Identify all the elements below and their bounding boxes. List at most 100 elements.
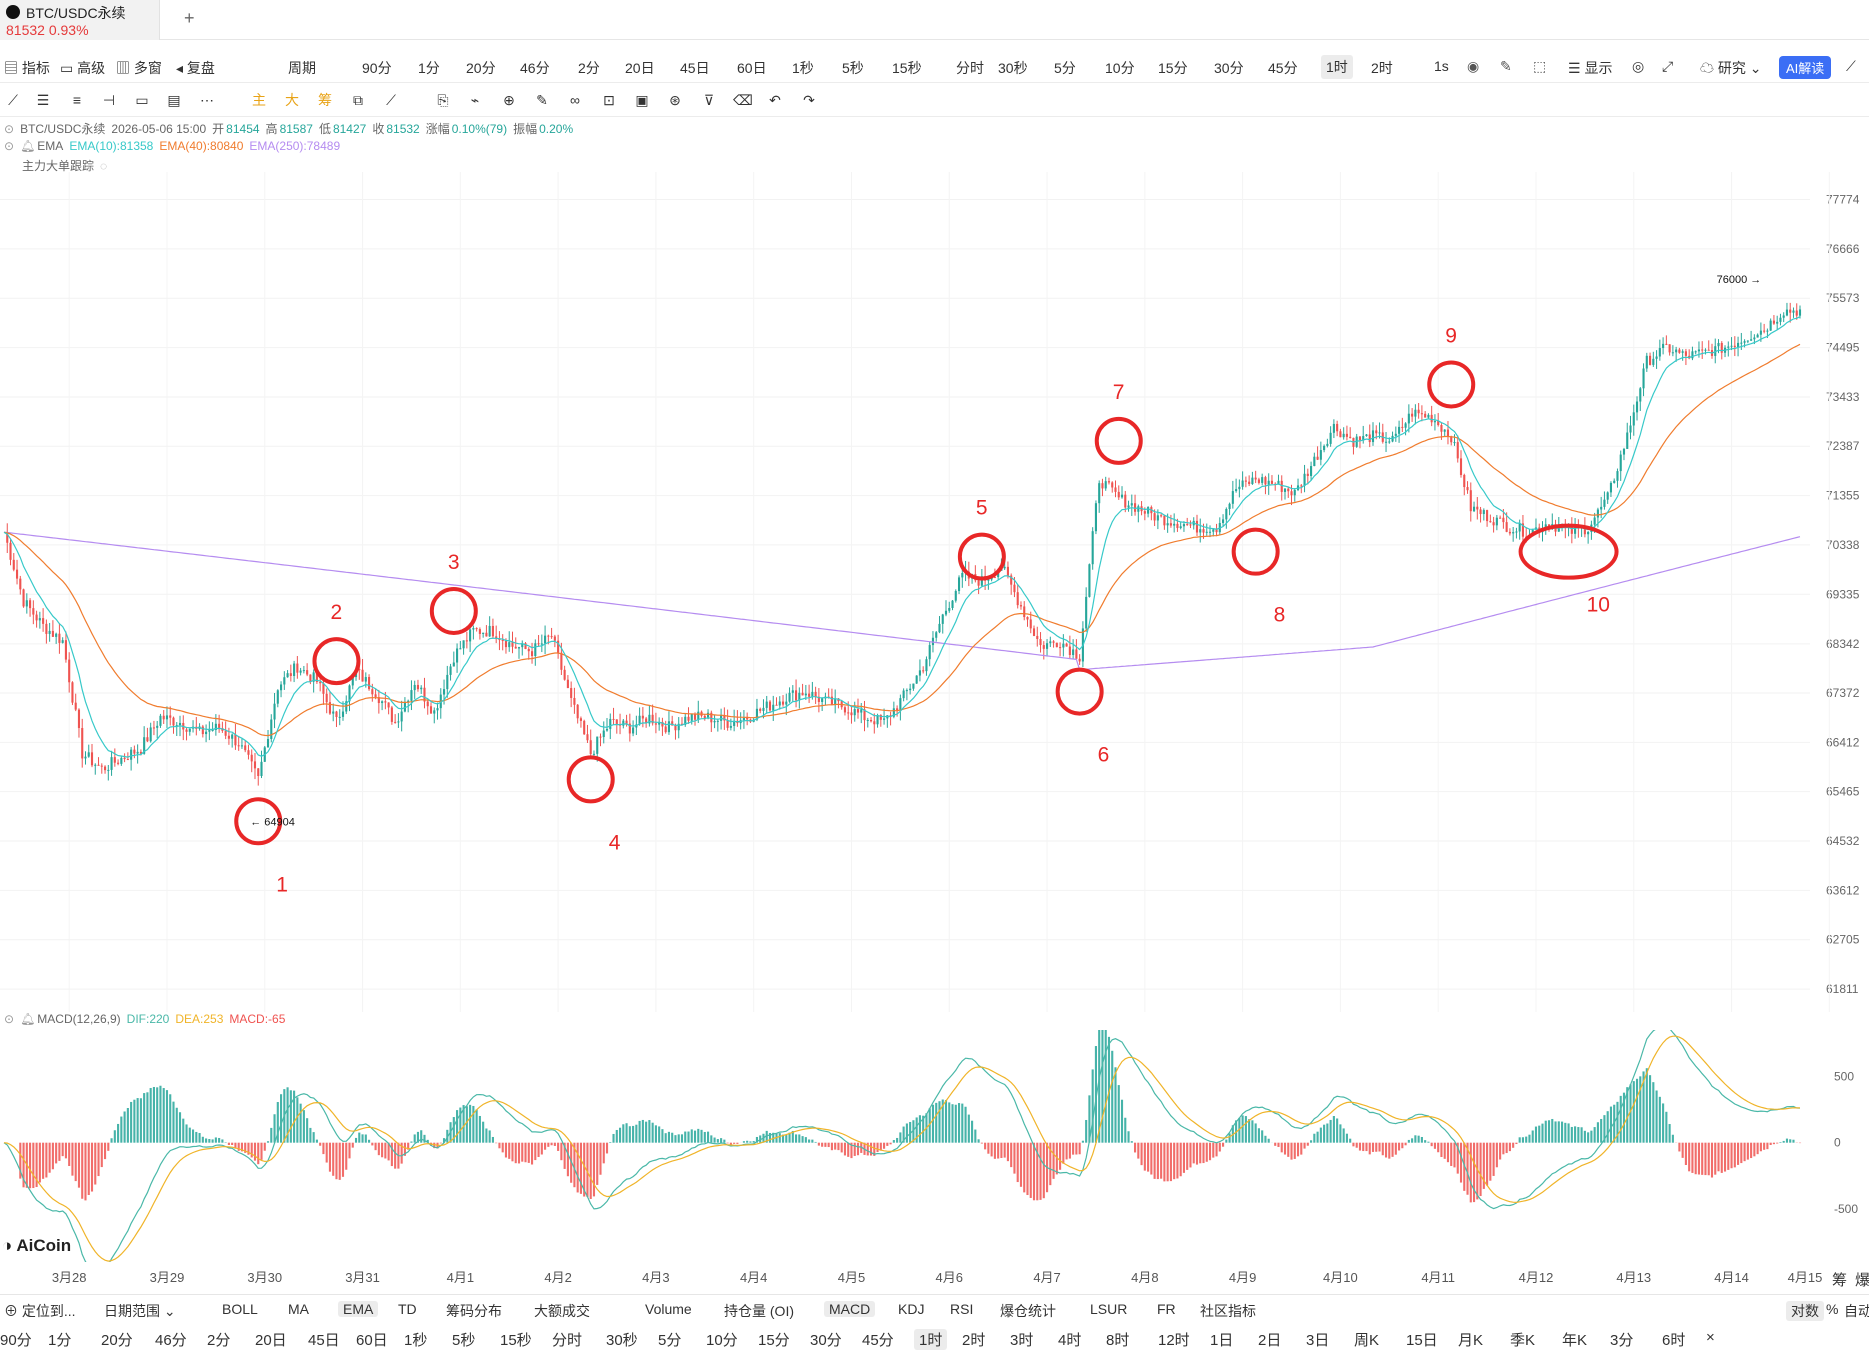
redo-icon[interactable]: ↷ bbox=[803, 92, 815, 108]
macd-chart[interactable]: 500 0 -500 bbox=[0, 1030, 1869, 1262]
ai-button[interactable]: AI解读 bbox=[1779, 56, 1832, 79]
bottom-period-29[interactable]: 月K bbox=[1458, 1332, 1484, 1349]
bottom-period-19[interactable]: 2时 bbox=[962, 1332, 986, 1349]
indicator-18[interactable]: % bbox=[1826, 1301, 1839, 1317]
period-17[interactable]: 45分 bbox=[1268, 60, 1298, 76]
indicator-12[interactable]: RSI bbox=[950, 1301, 974, 1317]
hlines2-icon[interactable]: ≡ bbox=[72, 92, 82, 108]
bottom-period-1[interactable]: 1分 bbox=[48, 1332, 72, 1349]
trash-icon[interactable]: ⌫ bbox=[733, 92, 753, 108]
collapse-icon[interactable]: ⊙ bbox=[4, 1012, 15, 1026]
hlines-icon[interactable]: ☰ bbox=[36, 92, 50, 108]
liq-label[interactable]: 爆 bbox=[1855, 1272, 1869, 1289]
bottom-period-32[interactable]: 3分 bbox=[1610, 1332, 1634, 1349]
period-19[interactable]: 2时 bbox=[1371, 60, 1393, 76]
ray-icon[interactable]: ⊣ bbox=[102, 92, 116, 108]
bottom-period-0[interactable]: 90分 bbox=[0, 1332, 32, 1349]
interval-1s[interactable]: 1s bbox=[1434, 58, 1449, 74]
period-7[interactable]: 60日 bbox=[737, 60, 767, 76]
lock-icon[interactable]: ⊡ bbox=[603, 92, 615, 108]
period-4[interactable]: 2分 bbox=[578, 60, 600, 76]
toolbar-0[interactable]: ▤ 指标 bbox=[4, 60, 50, 76]
period-16[interactable]: 30分 bbox=[1214, 60, 1244, 76]
bottom-period-21[interactable]: 4时 bbox=[1058, 1332, 1082, 1349]
bottom-period-5[interactable]: 20日 bbox=[255, 1332, 287, 1349]
period-18[interactable]: 1时 bbox=[1321, 55, 1353, 79]
collapse-icon[interactable]: ⊙ bbox=[4, 122, 15, 136]
bottom-period-26[interactable]: 3日 bbox=[1306, 1332, 1330, 1349]
indicator-8[interactable]: Volume bbox=[645, 1301, 692, 1317]
bottom-period-8[interactable]: 1秒 bbox=[404, 1332, 428, 1349]
measure-icon[interactable]: ⧉ bbox=[353, 92, 363, 108]
display-button[interactable]: ☰ 显示 bbox=[1568, 60, 1613, 76]
filter-icon[interactable]: ⊽ bbox=[703, 92, 715, 108]
add-tab-icon[interactable]: + bbox=[184, 8, 195, 28]
period-2[interactable]: 20分 bbox=[466, 60, 496, 76]
indicator-5[interactable]: TD bbox=[398, 1301, 417, 1317]
bottom-period-11[interactable]: 分时 bbox=[552, 1332, 583, 1349]
indicator-15[interactable]: FR bbox=[1157, 1301, 1176, 1317]
bottom-period-6[interactable]: 45日 bbox=[308, 1332, 340, 1349]
overlay-1[interactable]: 大 bbox=[285, 92, 299, 108]
bottom-period-13[interactable]: 5分 bbox=[658, 1332, 682, 1349]
bottom-period-15[interactable]: 15分 bbox=[758, 1332, 790, 1349]
bottom-period-27[interactable]: 周K bbox=[1354, 1332, 1380, 1349]
indicator-17[interactable]: 对数 bbox=[1786, 1301, 1824, 1321]
research-button[interactable]: ☁ 研究 ⌄ bbox=[1700, 60, 1762, 76]
indicator-1[interactable]: 日期范围 ⌄ bbox=[104, 1303, 176, 1319]
period-12[interactable]: 30秒 bbox=[998, 60, 1028, 76]
period-13[interactable]: 5分 bbox=[1054, 60, 1076, 76]
magnet-icon[interactable]: ∞ bbox=[570, 92, 580, 108]
collapse-icon[interactable]: ⊙ bbox=[4, 139, 15, 153]
indicator-7[interactable]: 大额成交 bbox=[534, 1303, 590, 1319]
toolbar-2[interactable]: ▥ 多窗 bbox=[116, 60, 162, 76]
chip-label[interactable]: 筹 bbox=[1832, 1272, 1848, 1289]
period-9[interactable]: 5秒 bbox=[842, 60, 864, 76]
brush-icon[interactable]: ⟋ bbox=[386, 92, 396, 108]
period-6[interactable]: 45日 bbox=[680, 60, 710, 76]
bottom-period-18[interactable]: 1时 bbox=[914, 1329, 948, 1350]
eye-icon[interactable]: ⊛ bbox=[669, 92, 681, 108]
period-15[interactable]: 15分 bbox=[1158, 60, 1188, 76]
indicator-11[interactable]: KDJ bbox=[898, 1301, 925, 1317]
marker-icon[interactable]: ✎ bbox=[536, 92, 548, 108]
tag-icon[interactable]: ⌁ bbox=[470, 92, 480, 108]
symbol-tab[interactable]: BTC/USDC永续 81532 0.93% bbox=[0, 0, 160, 40]
bottom-period-25[interactable]: 2日 bbox=[1258, 1332, 1282, 1349]
bottom-period-2[interactable]: 20分 bbox=[101, 1332, 133, 1349]
toolbar-3[interactable]: ◂ 复盘 bbox=[176, 60, 215, 76]
period-1[interactable]: 1分 bbox=[418, 60, 440, 76]
bottom-period-10[interactable]: 15秒 bbox=[500, 1332, 532, 1349]
camera-icon[interactable]: ◉ bbox=[1467, 58, 1480, 74]
bottom-period-17[interactable]: 45分 bbox=[862, 1332, 894, 1349]
bottom-period-28[interactable]: 15日 bbox=[1406, 1332, 1438, 1349]
bottom-period-23[interactable]: 12时 bbox=[1158, 1332, 1190, 1349]
expand-icon[interactable]: ⬚ bbox=[1533, 58, 1547, 74]
zoom-icon[interactable]: ⊕ bbox=[503, 92, 515, 108]
indicator-6[interactable]: 筹码分布 bbox=[446, 1303, 502, 1319]
copy-icon[interactable]: ⎘ bbox=[437, 92, 449, 108]
bottom-period-4[interactable]: 2分 bbox=[207, 1332, 231, 1349]
indicator-13[interactable]: 爆仓统计 bbox=[1000, 1303, 1056, 1319]
indicator-10[interactable]: MACD bbox=[824, 1301, 876, 1317]
period-10[interactable]: 15秒 bbox=[892, 60, 922, 76]
indicator-16[interactable]: 社区指标 bbox=[1200, 1303, 1256, 1319]
overlay-2[interactable]: 筹 bbox=[318, 92, 332, 108]
bottom-period-34[interactable]: × bbox=[1706, 1329, 1715, 1346]
bottom-period-16[interactable]: 30分 bbox=[810, 1332, 842, 1349]
settings-icon[interactable]: ◎ bbox=[1632, 58, 1645, 74]
indicator-19[interactable]: 自动 bbox=[1844, 1303, 1869, 1319]
indicator-4[interactable]: EMA bbox=[338, 1301, 379, 1317]
period-0[interactable]: 90分 bbox=[362, 60, 392, 76]
line-icon[interactable]: ⟋ bbox=[8, 92, 18, 108]
layer-icon[interactable]: ▣ bbox=[635, 92, 649, 108]
bottom-period-33[interactable]: 6时 bbox=[1662, 1332, 1686, 1349]
rect-icon[interactable]: ▭ bbox=[135, 92, 149, 108]
price-chart[interactable]: 77774 76666 75573 74495 73433 72387 71355 70338… bbox=[0, 172, 1869, 1012]
bottom-period-14[interactable]: 10分 bbox=[706, 1332, 738, 1349]
bottom-period-31[interactable]: 年K bbox=[1562, 1332, 1588, 1349]
period-11[interactable]: 分时 bbox=[956, 60, 984, 76]
period-3[interactable]: 46分 bbox=[520, 60, 550, 76]
period-5[interactable]: 20日 bbox=[625, 60, 655, 76]
toolbar-4[interactable]: 周期 bbox=[288, 60, 316, 76]
